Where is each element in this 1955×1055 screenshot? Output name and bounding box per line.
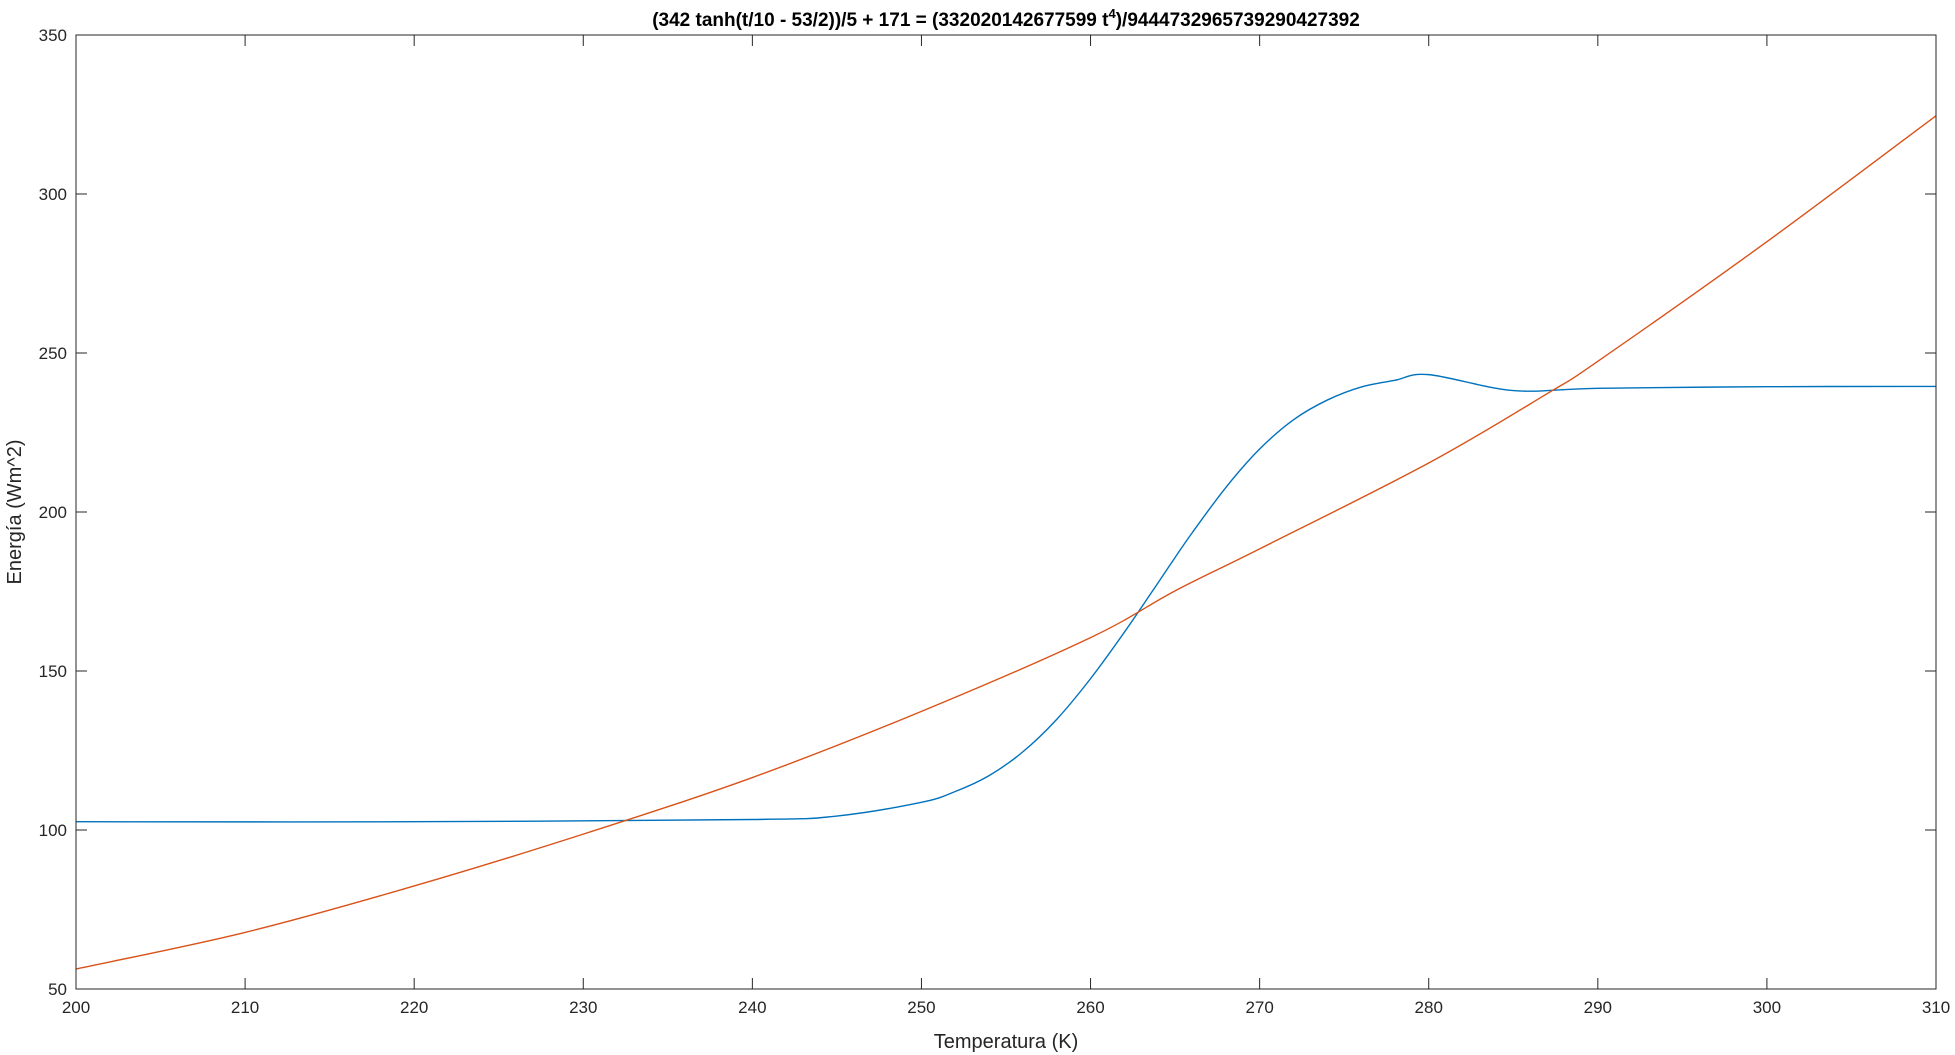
y-tick-label: 350	[39, 26, 67, 45]
chart-title-superscript: 4	[1108, 6, 1116, 21]
x-tick-label: 220	[400, 998, 428, 1017]
x-tick-label: 290	[1584, 998, 1612, 1017]
x-tick-label: 230	[569, 998, 597, 1017]
y-tick-label: 150	[39, 662, 67, 681]
x-tick-label: 240	[738, 998, 766, 1017]
x-tick-label: 200	[62, 998, 90, 1017]
plot-background	[76, 35, 1936, 989]
y-tick-label: 250	[39, 344, 67, 363]
y-tick-label: 50	[48, 980, 67, 999]
series-1-line	[75, 373, 1937, 823]
y-tick-label: 300	[39, 185, 67, 204]
x-axis-label: Temperatura (K)	[934, 1031, 1079, 1053]
x-tick-label: 250	[907, 998, 935, 1017]
series-2-line	[75, 115, 1937, 970]
x-tick-label: 210	[231, 998, 259, 1017]
x-tick-label: 280	[1415, 998, 1443, 1017]
x-tick-label: 260	[1076, 998, 1104, 1017]
x-tick-label: 310	[1922, 998, 1950, 1017]
x-tick-label: 270	[1245, 998, 1273, 1017]
chart-title-suffix: )/9444732965739290427392	[1116, 10, 1360, 31]
x-tick-label: 300	[1753, 998, 1781, 1017]
series-layer	[75, 115, 1937, 970]
y-tick-label: 200	[39, 503, 67, 522]
y-axis-label: Energía (Wm^2)	[4, 440, 26, 585]
tick-layer: 200 210 220 230 240 250 260 270 280 290 300 310 50 10…	[39, 26, 1951, 1017]
chart-title: (342 tanh(t/10 - 53/2))/5 + 171 = (33202…	[652, 6, 1360, 31]
y-tick-label: 100	[39, 821, 67, 840]
chart-title-prefix: (342 tanh(t/10 - 53/2))/5 + 171 = (33202…	[652, 10, 1109, 31]
